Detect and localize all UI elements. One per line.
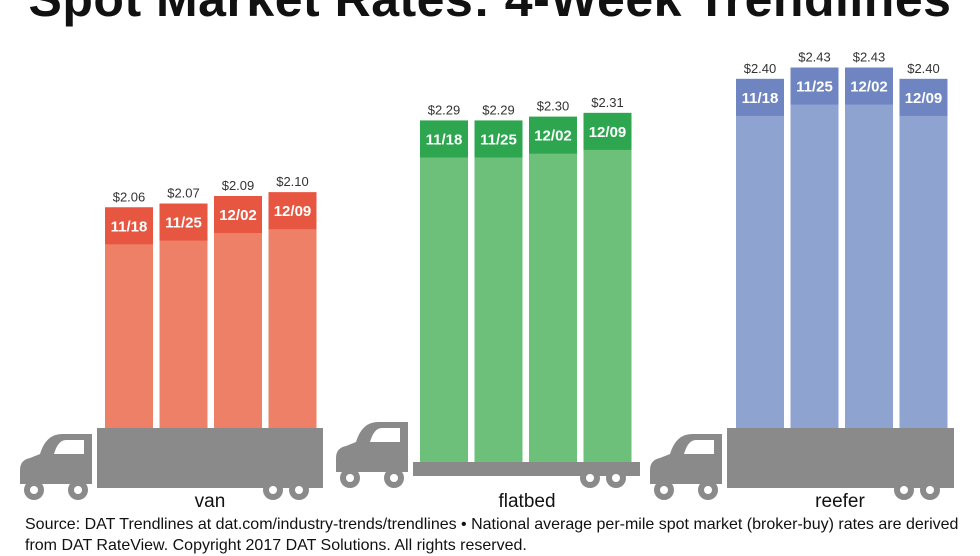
chart-title: Spot Market Rates: 4-Week Trendlines	[0, 0, 980, 28]
reefer-value-label: $2.40	[907, 61, 940, 76]
flatbed-value-label: $2.29	[482, 102, 515, 117]
reefer-value-label: $2.43	[853, 50, 886, 65]
truck-hub	[586, 474, 594, 482]
reefer-bar-header	[790, 67, 839, 105]
trailer-box	[97, 428, 323, 488]
flatbed-truck-icon	[336, 422, 640, 488]
reefer-series: 11/18 $2.40 11/25 $2.43 12/02 $2.43 12/09 $2.40	[736, 50, 948, 429]
van-category-label: van	[195, 491, 226, 512]
reefer-bar-header	[736, 78, 784, 116]
flatbed-bar-11/18	[420, 120, 468, 462]
reefer-bar-header	[899, 78, 948, 116]
flatbed-date-label: 12/02	[534, 128, 572, 145]
reefer-bar-11/18	[736, 78, 784, 428]
trailer-box	[727, 428, 954, 488]
flatbed-category-label: flatbed	[498, 491, 555, 512]
truck-hub	[269, 486, 277, 494]
truck-hub	[74, 486, 82, 494]
van-date-label: 12/02	[219, 207, 257, 224]
flatbed-series: 11/18 $2.29 11/25 $2.29 12/02 $2.30 12/09 $2.31	[420, 95, 632, 463]
truck-window	[54, 440, 84, 454]
truck-hub	[660, 486, 668, 494]
flatbed-bar-header	[474, 120, 523, 158]
truck-hub	[704, 486, 712, 494]
van-value-label: $2.07	[167, 186, 200, 201]
van-value-label: $2.09	[222, 178, 255, 193]
reefer-bar-12/02	[845, 67, 893, 429]
truck-hub	[346, 474, 354, 482]
flatbed-date-label: 12/09	[589, 124, 627, 141]
truck-hub	[390, 474, 398, 482]
reefer-date-label: 11/18	[742, 90, 779, 107]
van-value-label: $2.06	[113, 189, 146, 204]
reefer-value-label: $2.40	[744, 61, 777, 76]
source-note: Source: DAT Trendlines at dat.com/indust…	[25, 516, 959, 554]
flatbed-bar-header	[583, 112, 632, 150]
flatbed-value-label: $2.31	[591, 95, 624, 110]
van-bar-12/02	[214, 196, 262, 428]
flatbed-value-label: $2.30	[537, 99, 570, 114]
van-bar-header	[105, 207, 153, 245]
flatbed-bar-12/02	[529, 116, 577, 463]
reefer-truck-icon	[650, 428, 954, 500]
truck-hub	[30, 486, 38, 494]
reefer-bar-11/25	[790, 67, 839, 429]
flatbed-bar-header	[420, 120, 468, 158]
flatbed-bar-header	[529, 116, 577, 154]
truck-window	[370, 428, 400, 442]
flatbed-date-label: 11/25	[480, 131, 517, 148]
reefer-category-label: reefer	[815, 491, 865, 512]
flatbed-bar-12/09	[583, 112, 632, 462]
truck-hub	[900, 486, 908, 494]
flatbed-deck	[413, 462, 640, 476]
reefer-value-label: $2.43	[798, 50, 831, 65]
flatbed-bar-11/25	[474, 120, 523, 462]
van-date-label: 11/18	[111, 218, 148, 235]
flatbed-value-label: $2.29	[428, 102, 461, 117]
van-bar-12/09	[268, 192, 317, 428]
truck-window	[684, 440, 714, 454]
van-date-label: 11/25	[165, 215, 202, 232]
van-series: 11/18 $2.06 11/25 $2.07 12/02 $2.09 12/09 $2.10	[105, 174, 317, 428]
van-bar-header	[159, 203, 208, 241]
van-bar-header	[268, 192, 317, 230]
van-bar-11/25	[159, 203, 208, 428]
truck-hub	[612, 474, 620, 482]
reefer-bar-header	[845, 67, 893, 105]
spot-rates-chart: 11/18 $2.06 11/25 $2.07 12/02 $2.09 12/09 $2.10…	[20, 50, 954, 512]
truck-hub	[295, 486, 303, 494]
truck-hub	[926, 486, 934, 494]
flatbed-date-label: 11/18	[426, 131, 463, 148]
van-bar-header	[214, 196, 262, 233]
reefer-date-label: 12/09	[905, 90, 943, 107]
van-date-label: 12/09	[274, 203, 312, 220]
van-truck-icon	[20, 428, 323, 500]
reefer-bar-12/09	[899, 78, 948, 428]
van-value-label: $2.10	[276, 174, 309, 189]
reefer-date-label: 12/02	[850, 79, 888, 96]
reefer-date-label: 11/25	[796, 79, 833, 96]
